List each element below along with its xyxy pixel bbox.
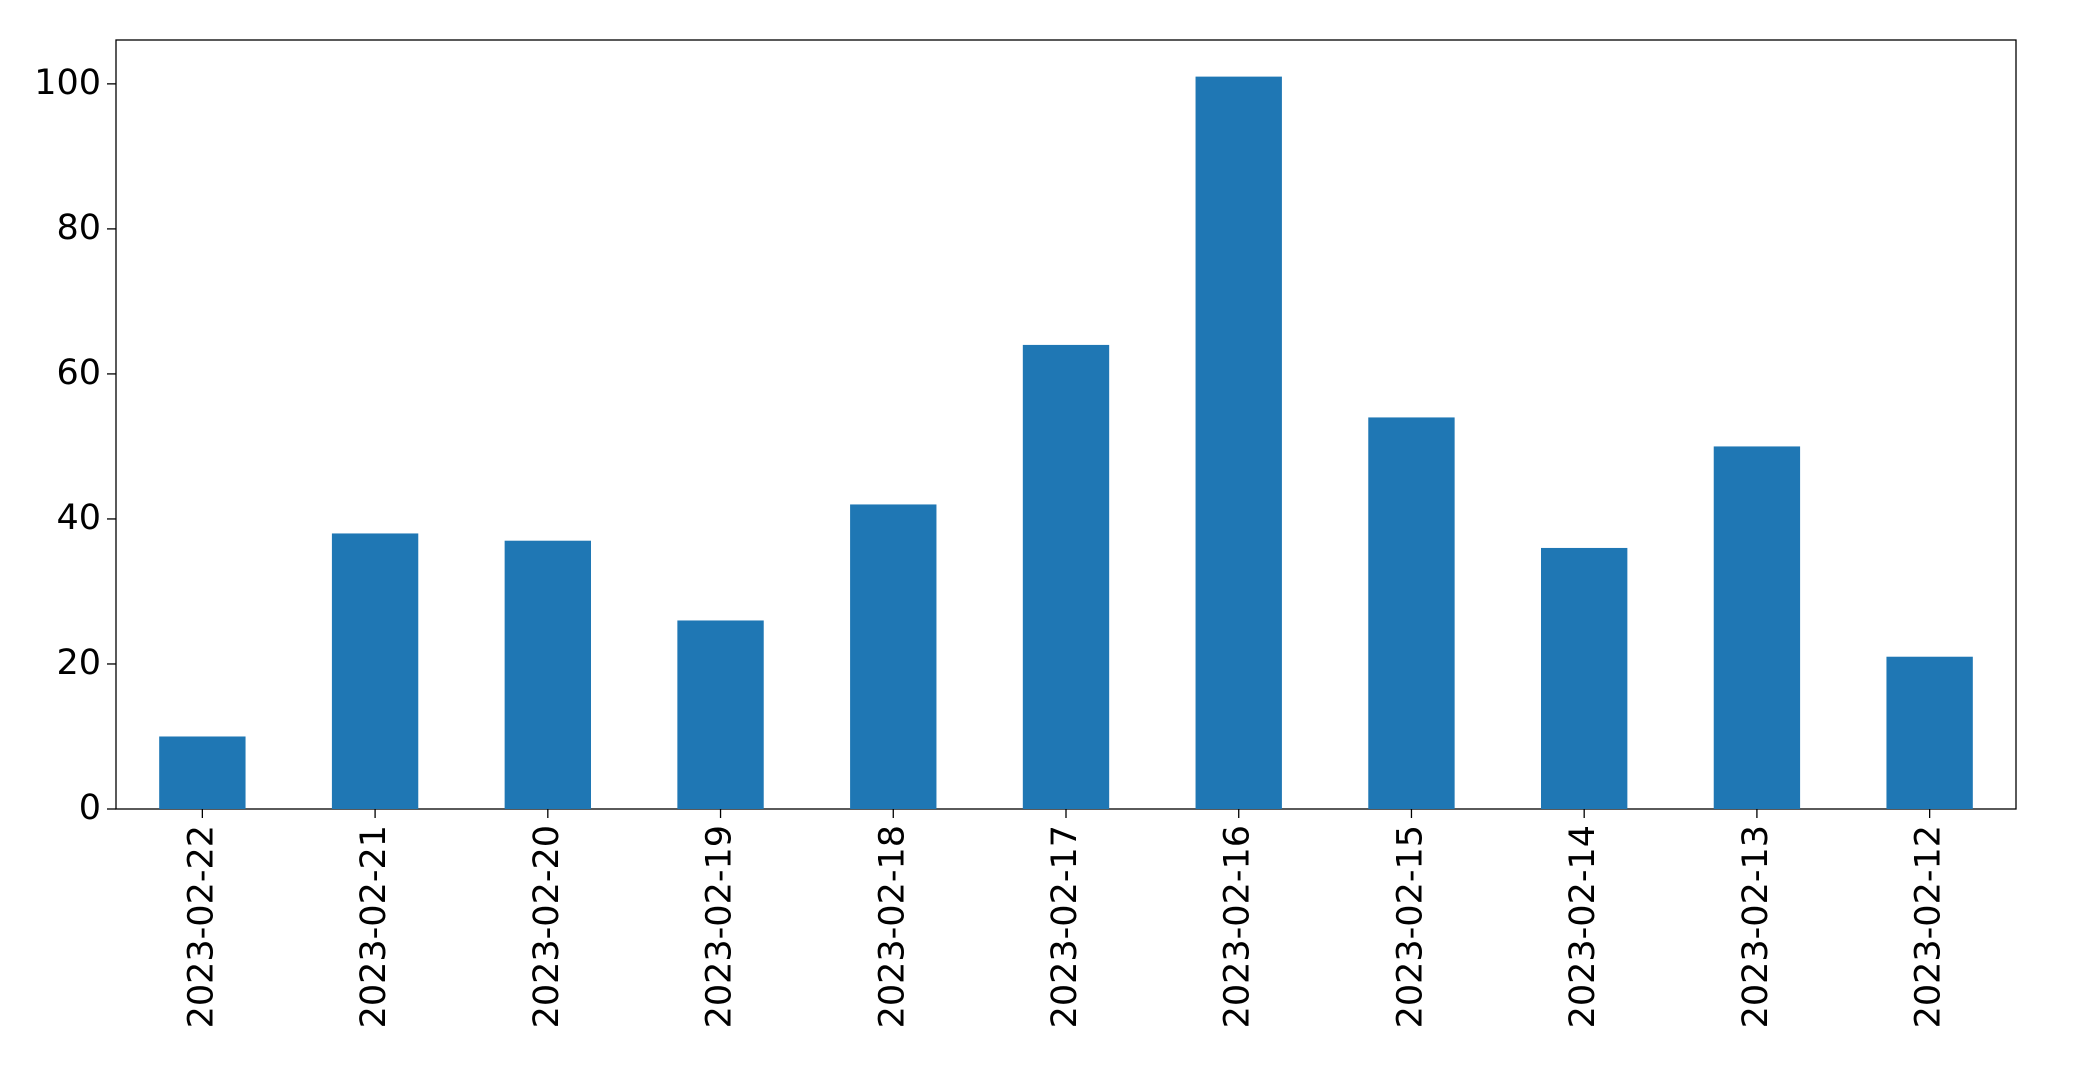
x-tick-label: 2023-02-12 <box>1909 825 1949 1028</box>
bar <box>159 736 246 809</box>
bar <box>1886 656 1973 809</box>
x-tick-label: 2023-02-17 <box>1045 825 1085 1028</box>
bar <box>677 620 764 809</box>
y-tick-label: 60 <box>56 353 101 393</box>
x-tick-label: 2023-02-14 <box>1563 825 1603 1028</box>
y-tick-label: 20 <box>56 643 101 683</box>
bar <box>331 533 419 809</box>
y-tick-label: 0 <box>79 788 101 828</box>
x-tick-label: 2023-02-18 <box>872 825 912 1028</box>
bar <box>1195 76 1282 810</box>
x-tick-label: 2023-02-16 <box>1218 825 1258 1028</box>
x-tick-label: 2023-02-20 <box>527 825 567 1028</box>
bar <box>1022 344 1110 809</box>
bar <box>504 540 591 809</box>
bar <box>1713 446 1801 809</box>
x-tick-label: 2023-02-13 <box>1736 825 1776 1028</box>
x-tick-label: 2023-02-22 <box>181 825 221 1028</box>
y-tick-label: 80 <box>56 208 101 248</box>
x-tick-label: 2023-02-21 <box>354 825 394 1028</box>
bar <box>1541 547 1628 809</box>
bar <box>850 504 937 809</box>
y-tick-label: 100 <box>34 63 101 103</box>
x-tick-label: 2023-02-15 <box>1390 825 1430 1028</box>
bar <box>1368 417 1455 809</box>
y-tick-label: 40 <box>56 498 101 538</box>
x-tick-label: 2023-02-19 <box>700 825 740 1028</box>
